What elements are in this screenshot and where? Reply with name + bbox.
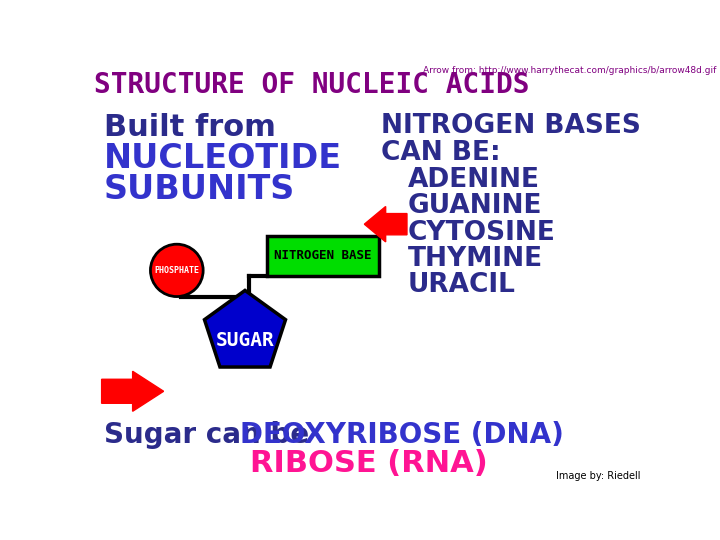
Text: NUCLEOTIDE: NUCLEOTIDE: [104, 142, 342, 175]
Polygon shape: [204, 291, 286, 367]
Circle shape: [150, 244, 203, 296]
Text: THYMINE: THYMINE: [408, 246, 543, 272]
Text: URACIL: URACIL: [408, 272, 516, 298]
Text: RIBOSE (RNA): RIBOSE (RNA): [250, 449, 488, 478]
Text: DEOXYRIBOSE (DNA): DEOXYRIBOSE (DNA): [240, 421, 564, 449]
Text: NITROGEN BASE: NITROGEN BASE: [274, 249, 372, 262]
Text: ADENINE: ADENINE: [408, 167, 540, 193]
Text: Image by: Riedell: Image by: Riedell: [556, 471, 640, 481]
Text: Sugar can be: Sugar can be: [104, 421, 319, 449]
Text: Built from: Built from: [104, 112, 276, 141]
Text: SUGAR: SUGAR: [215, 331, 274, 350]
Polygon shape: [102, 372, 163, 411]
Text: CYTOSINE: CYTOSINE: [408, 220, 556, 246]
Text: PHOSPHATE: PHOSPHATE: [154, 266, 199, 275]
FancyBboxPatch shape: [266, 236, 379, 276]
Text: NITROGEN BASES: NITROGEN BASES: [381, 112, 641, 139]
Text: SUBUNITS: SUBUNITS: [104, 173, 295, 206]
Text: STRUCTURE OF NUCLEIC ACIDS: STRUCTURE OF NUCLEIC ACIDS: [94, 71, 529, 99]
Polygon shape: [364, 206, 407, 242]
Text: Arrow from: http://www.harrythecat.com/graphics/b/arrow48d.gif: Arrow from: http://www.harrythecat.com/g…: [423, 66, 716, 76]
Text: CAN BE:: CAN BE:: [381, 140, 500, 166]
Text: GUANINE: GUANINE: [408, 193, 542, 219]
